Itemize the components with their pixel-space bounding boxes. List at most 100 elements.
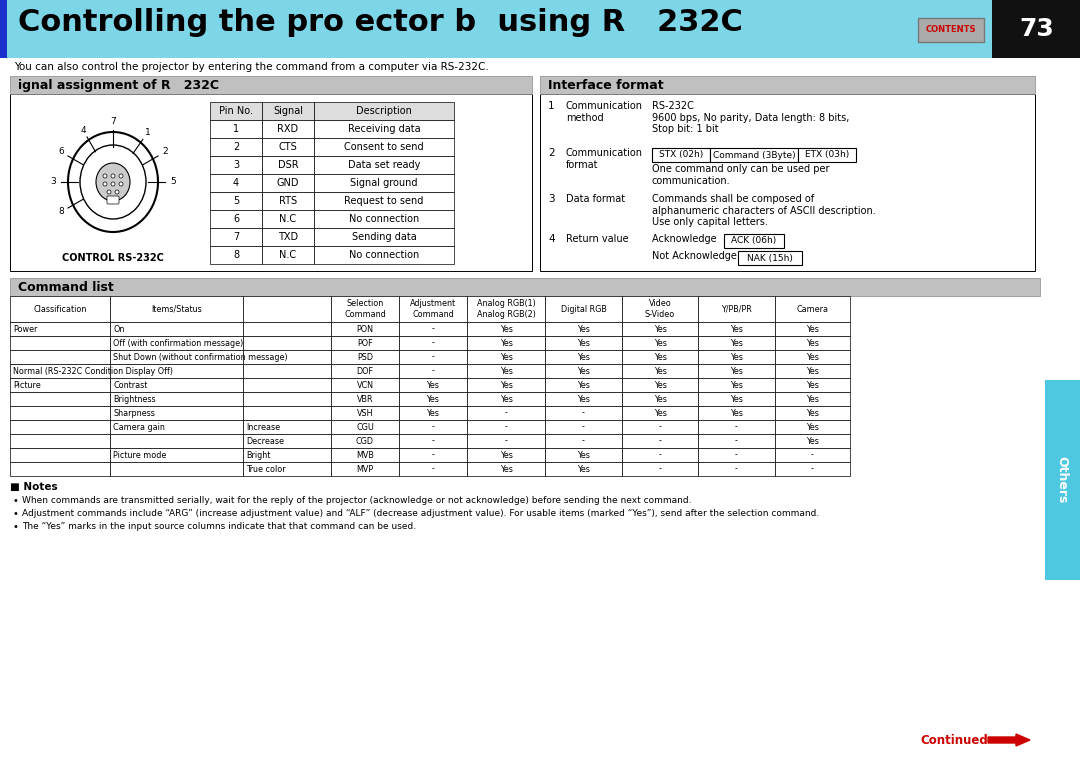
Text: 2: 2 xyxy=(548,148,555,158)
Bar xyxy=(467,296,545,322)
Bar xyxy=(0,0,6,58)
Text: Yes: Yes xyxy=(730,352,743,361)
Text: Picture: Picture xyxy=(13,380,41,390)
Bar xyxy=(698,296,775,322)
Text: Yes: Yes xyxy=(500,380,512,390)
Bar xyxy=(10,76,532,94)
Bar xyxy=(467,448,545,462)
Bar xyxy=(698,420,775,434)
Text: MVB: MVB xyxy=(356,451,374,459)
Text: Commands shall be composed of
alphanumeric characters of ASCII description.
Use : Commands shall be composed of alphanumer… xyxy=(652,194,876,227)
Bar xyxy=(330,350,399,364)
Text: Yes: Yes xyxy=(427,394,440,403)
Text: 8: 8 xyxy=(233,250,239,260)
Text: Yes: Yes xyxy=(653,409,666,417)
Bar xyxy=(738,251,802,265)
Ellipse shape xyxy=(119,174,123,178)
Text: 7: 7 xyxy=(233,232,239,242)
Text: N.C: N.C xyxy=(280,214,297,224)
Bar xyxy=(330,336,399,350)
Text: Yes: Yes xyxy=(653,380,666,390)
Bar xyxy=(622,462,698,476)
Bar xyxy=(775,434,850,448)
Text: VSH: VSH xyxy=(356,409,374,417)
Bar xyxy=(622,296,698,322)
Bar xyxy=(10,434,110,448)
Text: The “Yes” marks in the input source columns indicate that that command can be us: The “Yes” marks in the input source colu… xyxy=(22,522,416,531)
Text: 5: 5 xyxy=(171,177,176,186)
Bar xyxy=(210,192,262,210)
Bar xyxy=(622,420,698,434)
Text: NAK (15h): NAK (15h) xyxy=(747,254,793,263)
Text: You can also control the projector by entering the command from a computer via R: You can also control the projector by en… xyxy=(14,62,489,72)
Bar xyxy=(918,18,984,42)
Text: Brightness: Brightness xyxy=(113,394,156,403)
Bar xyxy=(622,364,698,378)
Bar xyxy=(262,228,314,246)
Bar xyxy=(110,322,243,336)
Bar xyxy=(243,420,330,434)
Bar xyxy=(798,148,856,162)
Text: Video
S-Video: Video S-Video xyxy=(645,299,675,319)
Text: One command only can be used per
communication.: One command only can be used per communi… xyxy=(652,164,829,186)
Text: Yes: Yes xyxy=(730,394,743,403)
Bar xyxy=(10,296,110,322)
Bar xyxy=(110,434,243,448)
Text: 6: 6 xyxy=(58,147,64,157)
Bar xyxy=(210,228,262,246)
Bar xyxy=(399,392,467,406)
Text: Yes: Yes xyxy=(806,409,819,417)
Text: No connection: No connection xyxy=(349,214,419,224)
Bar xyxy=(243,462,330,476)
Bar xyxy=(467,336,545,350)
Bar xyxy=(330,392,399,406)
Text: Signal ground: Signal ground xyxy=(350,178,418,188)
Bar xyxy=(399,462,467,476)
Text: 2: 2 xyxy=(162,147,167,157)
Bar xyxy=(10,94,532,271)
Text: Yes: Yes xyxy=(500,352,512,361)
Text: -: - xyxy=(504,436,508,445)
Text: 1: 1 xyxy=(548,101,555,111)
Text: GND: GND xyxy=(276,178,299,188)
Bar xyxy=(314,174,454,192)
Text: Communication
method: Communication method xyxy=(566,101,643,122)
Bar xyxy=(698,462,775,476)
Text: Items/Status: Items/Status xyxy=(151,305,202,313)
Bar xyxy=(210,102,262,120)
Text: ■ Notes: ■ Notes xyxy=(10,482,57,492)
Text: True color: True color xyxy=(246,465,285,474)
Text: CONTROL RS-232C: CONTROL RS-232C xyxy=(62,253,164,263)
Text: 3: 3 xyxy=(548,194,555,204)
Text: Yes: Yes xyxy=(500,465,512,474)
Bar xyxy=(262,120,314,138)
Text: Bright: Bright xyxy=(246,451,270,459)
Text: On: On xyxy=(113,325,124,334)
Bar xyxy=(210,174,262,192)
Bar xyxy=(775,392,850,406)
Bar xyxy=(6,0,993,58)
Bar xyxy=(467,322,545,336)
Bar xyxy=(698,392,775,406)
Bar xyxy=(775,296,850,322)
Bar xyxy=(314,192,454,210)
Ellipse shape xyxy=(103,174,107,178)
Bar xyxy=(330,462,399,476)
Bar xyxy=(399,336,467,350)
Text: Yes: Yes xyxy=(427,380,440,390)
FancyBboxPatch shape xyxy=(107,196,119,204)
Bar xyxy=(622,336,698,350)
Bar xyxy=(314,210,454,228)
Text: Yes: Yes xyxy=(653,394,666,403)
Ellipse shape xyxy=(114,190,119,194)
Text: Shut Down (without confirmation message): Shut Down (without confirmation message) xyxy=(113,352,287,361)
Text: Yes: Yes xyxy=(577,325,590,334)
Bar xyxy=(210,120,262,138)
Text: -: - xyxy=(659,436,661,445)
Text: Request to send: Request to send xyxy=(345,196,423,206)
Text: CGD: CGD xyxy=(356,436,374,445)
Bar xyxy=(545,378,622,392)
Bar xyxy=(698,434,775,448)
Text: Yes: Yes xyxy=(500,325,512,334)
Text: Data set ready: Data set ready xyxy=(348,160,420,170)
